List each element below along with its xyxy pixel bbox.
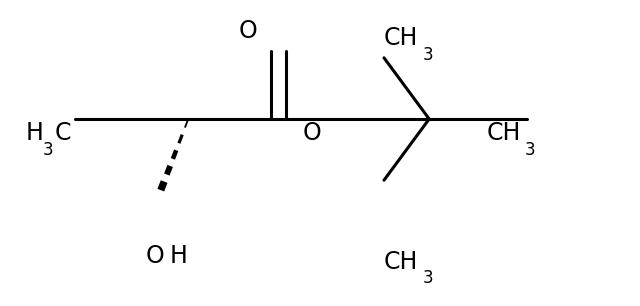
Text: CH: CH [486,121,521,145]
Text: H: H [26,121,44,145]
Text: 3: 3 [422,46,433,64]
Text: H: H [170,244,188,267]
Text: 3: 3 [422,270,433,287]
Text: O: O [146,244,164,267]
Text: O: O [239,19,258,43]
Text: C: C [55,121,72,145]
Text: 3: 3 [525,141,536,159]
Text: CH: CH [384,26,419,50]
Text: 3: 3 [43,141,54,159]
Text: O: O [303,121,322,145]
Text: CH: CH [384,250,419,274]
